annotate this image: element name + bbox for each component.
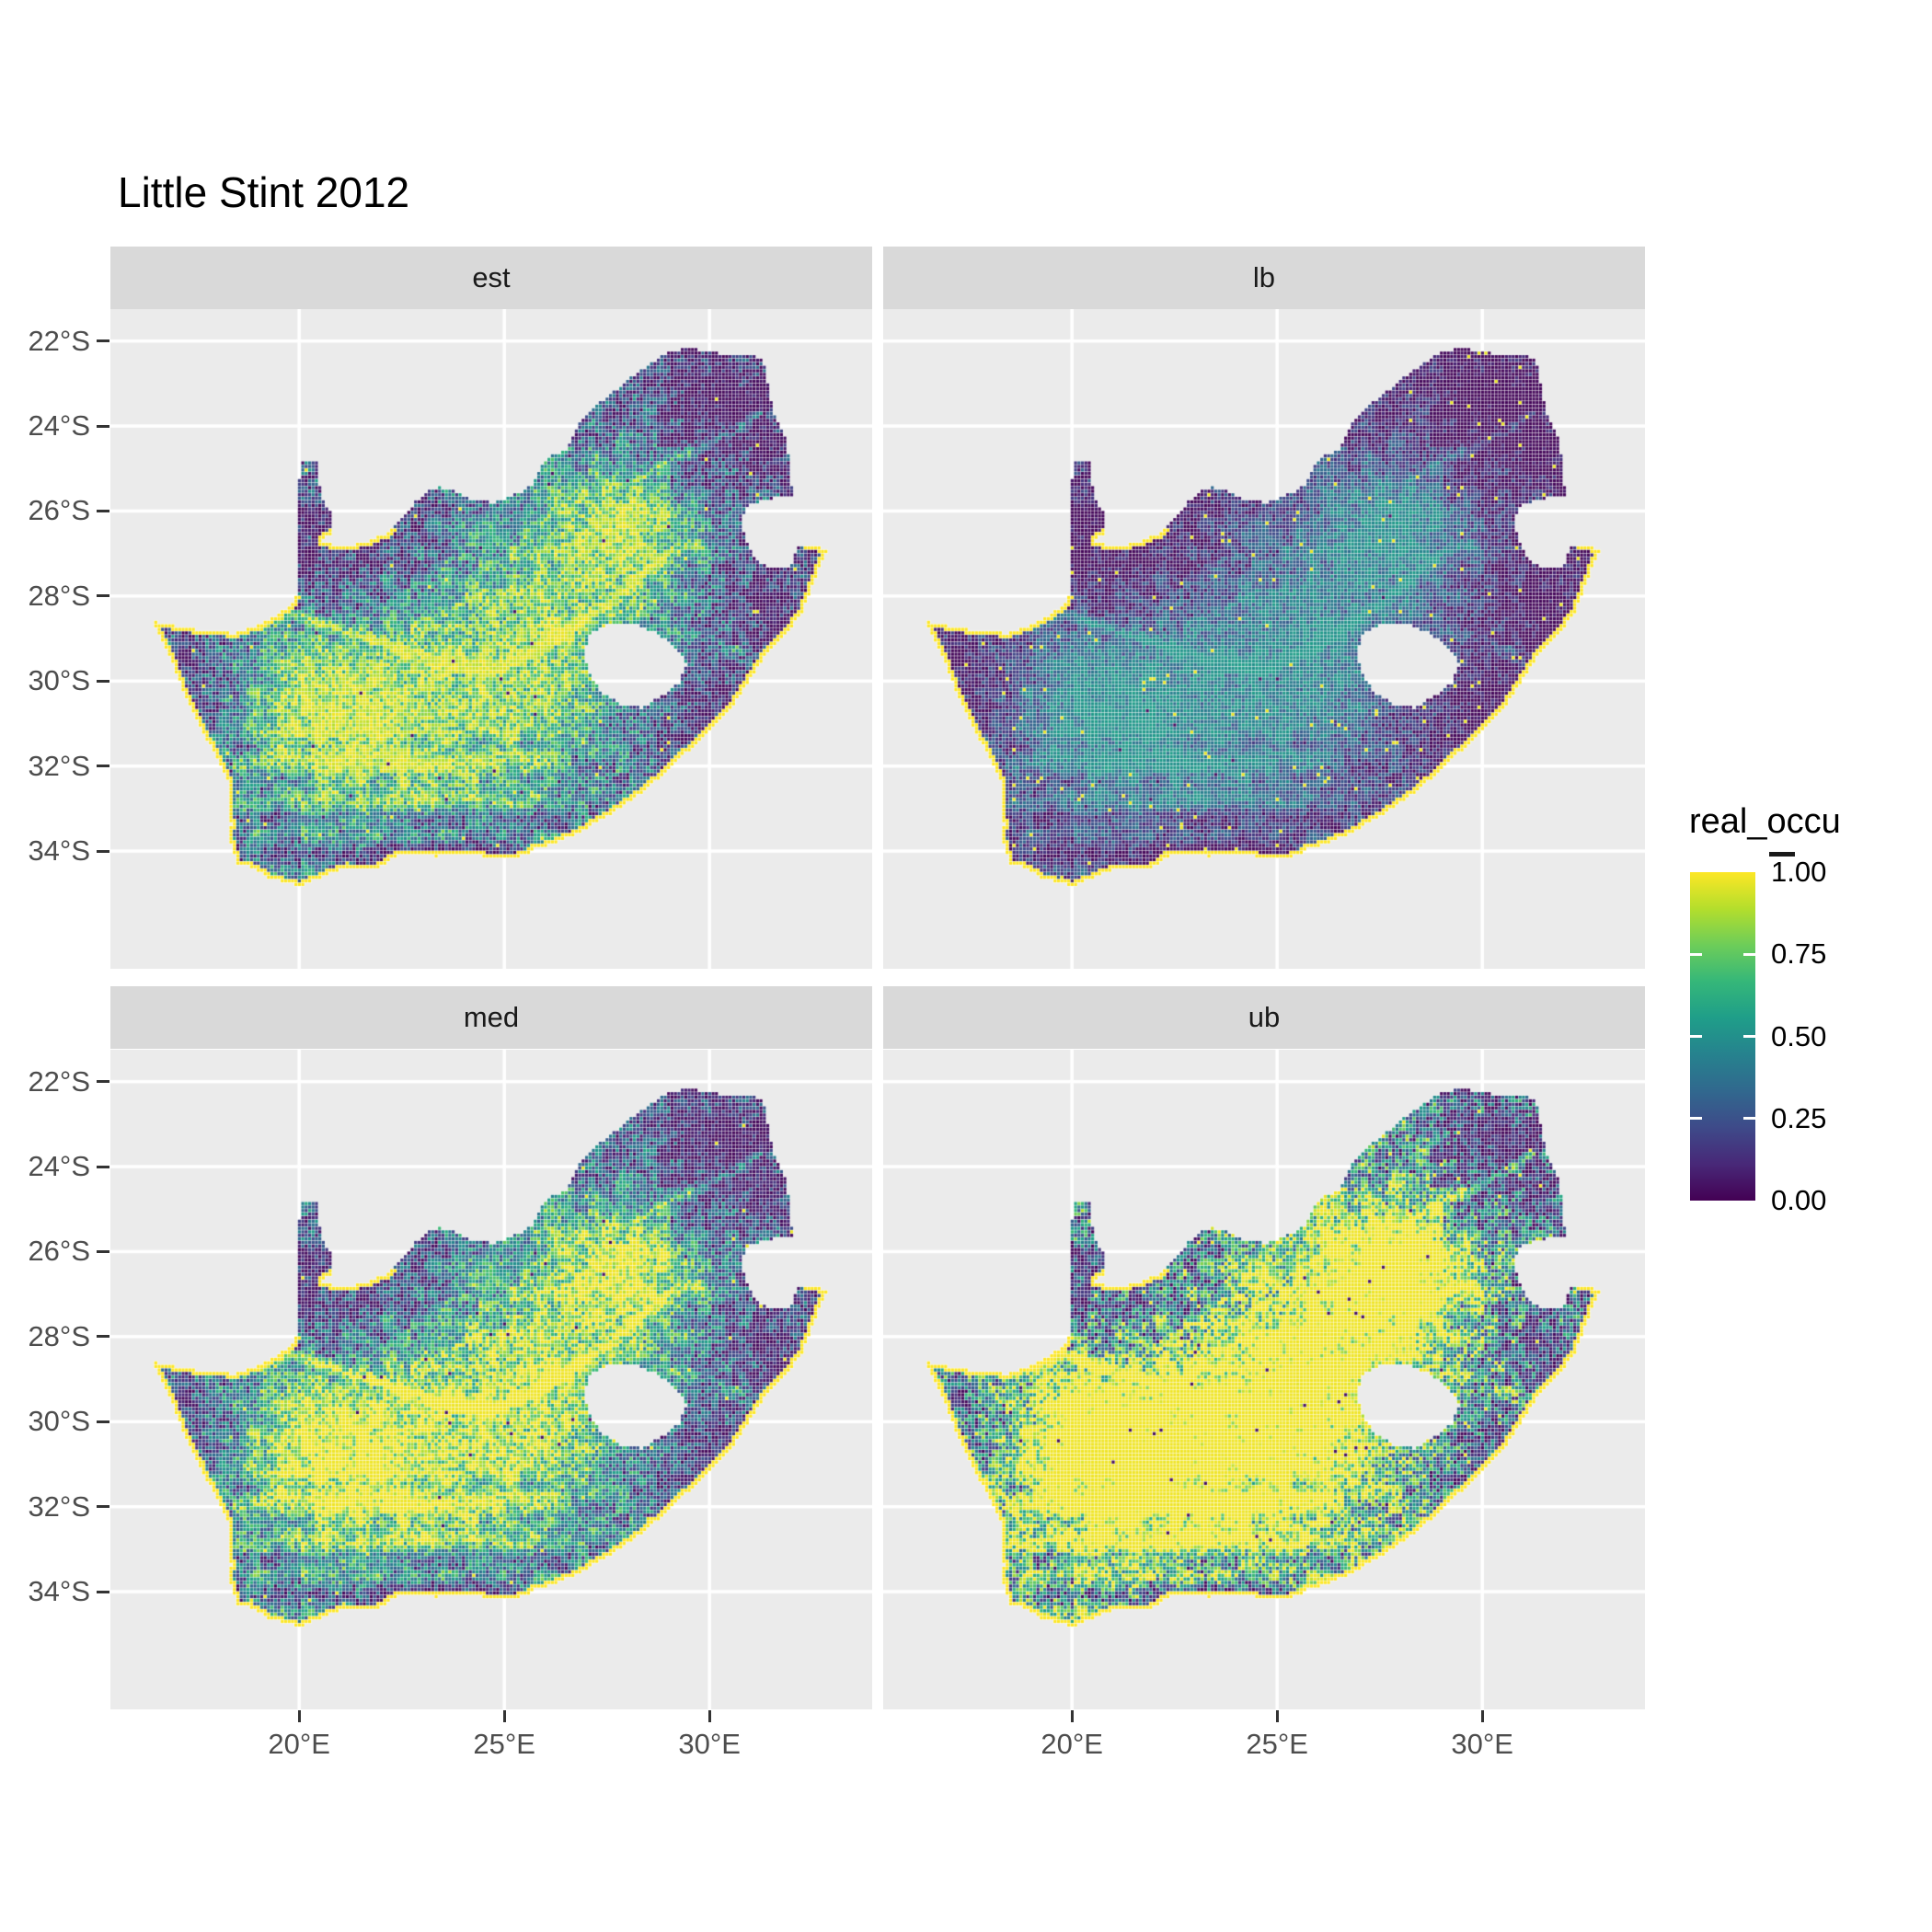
y-axis-tick: [97, 594, 109, 598]
legend-label: 0.50: [1771, 1019, 1827, 1052]
y-axis-label: 34°S: [28, 834, 90, 868]
y-axis-label: 22°S: [28, 1064, 90, 1098]
y-axis-label: 30°S: [28, 664, 90, 697]
y-axis-tick: [97, 1590, 109, 1593]
x-axis-tick: [707, 1710, 711, 1722]
y-axis-tick: [97, 849, 109, 853]
y-axis-tick: [97, 1335, 109, 1339]
y-axis-label: 22°S: [28, 324, 90, 357]
legend-tick: [1690, 1117, 1702, 1121]
x-axis-tick: [502, 1710, 506, 1722]
x-axis-tick: [297, 1710, 301, 1722]
y-axis-label: 34°S: [28, 1575, 90, 1608]
y-axis-tick: [97, 1420, 109, 1423]
facet-strip-med: med: [110, 986, 872, 1049]
legend-label: 0.25: [1771, 1101, 1827, 1134]
y-axis-label: 28°S: [28, 1319, 90, 1352]
legend-tick: [1690, 952, 1702, 956]
y-axis-tick: [97, 1505, 109, 1509]
y-axis-tick: [97, 1165, 109, 1168]
facet-map-ub: [883, 1050, 1645, 1709]
legend-tick: [1743, 952, 1755, 956]
y-axis-label: 32°S: [28, 749, 90, 782]
y-axis-tick: [97, 424, 109, 428]
y-axis-tick: [97, 765, 109, 768]
y-axis-label: 30°S: [28, 1405, 90, 1438]
x-axis-label: 30°E: [678, 1728, 741, 1760]
legend-title: real_occu: [1689, 802, 1841, 841]
facet-strip-label: ub: [1248, 1001, 1281, 1033]
facet-strip-label: med: [463, 1001, 520, 1033]
y-axis-tick: [97, 679, 109, 683]
x-axis-tick: [1480, 1710, 1484, 1722]
legend-end-tick: [1769, 852, 1795, 857]
x-axis-label: 25°E: [473, 1728, 535, 1760]
x-axis-label: 30°E: [1451, 1728, 1513, 1760]
facet-map-est: [110, 309, 872, 969]
facet-strip-label: est: [472, 261, 511, 293]
y-axis-label: 28°S: [28, 579, 90, 612]
y-axis-label: 24°S: [28, 1150, 90, 1183]
facet-strip-label: lb: [1252, 261, 1276, 293]
x-axis-tick: [1070, 1710, 1074, 1722]
facet-map-med: [110, 1050, 872, 1709]
legend-label: 1.00: [1771, 856, 1827, 888]
facet-strip-est: est: [110, 247, 872, 309]
x-axis-tick: [1275, 1710, 1279, 1722]
facet-strip-lb: lb: [883, 247, 1645, 309]
y-axis-label: 26°S: [28, 494, 90, 527]
plot-title: Little Stint 2012: [118, 168, 410, 216]
facet-map-lb: [883, 309, 1645, 969]
y-axis-tick: [97, 1249, 109, 1253]
y-axis-tick: [97, 339, 109, 343]
x-axis-label: 25°E: [1246, 1728, 1308, 1760]
legend-label: 0.75: [1771, 937, 1827, 971]
legend-label: 0.00: [1771, 1184, 1827, 1216]
y-axis-label: 26°S: [28, 1235, 90, 1268]
legend-tick: [1690, 1035, 1702, 1038]
facet-strip-ub: ub: [883, 986, 1645, 1049]
legend-tick: [1743, 1117, 1755, 1121]
y-axis-tick: [97, 1080, 109, 1084]
x-axis-label: 20°E: [1041, 1728, 1103, 1760]
x-axis-label: 20°E: [268, 1728, 330, 1760]
legend-tick: [1743, 1035, 1755, 1038]
y-axis-label: 32°S: [28, 1489, 90, 1523]
y-axis-tick: [97, 509, 109, 512]
y-axis-label: 24°S: [28, 409, 90, 443]
